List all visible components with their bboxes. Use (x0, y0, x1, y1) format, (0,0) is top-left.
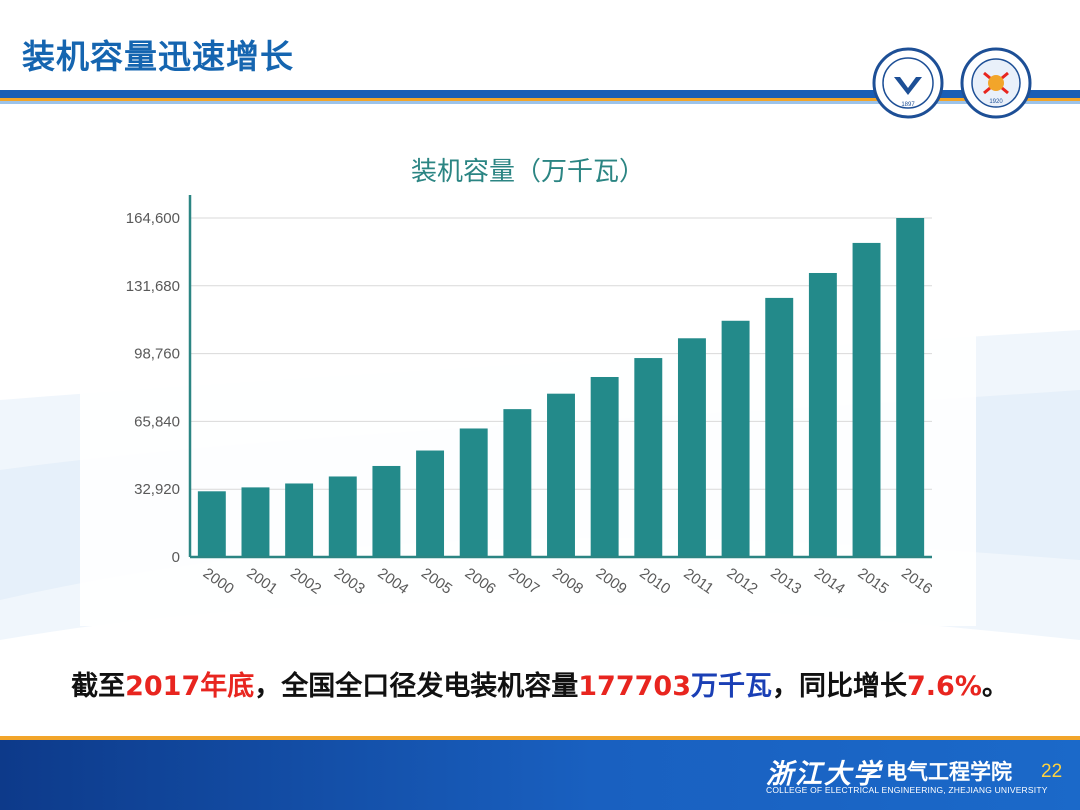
x-tick-label: 2002 (287, 565, 324, 598)
header-rule (0, 90, 1080, 104)
x-tick-label: 2013 (767, 565, 804, 598)
x-tick-label: 2000 (200, 565, 237, 598)
college-logo: 1920 (960, 47, 1032, 119)
bar-2005 (416, 450, 445, 557)
x-tick-label: 2004 (374, 565, 411, 598)
x-tick-label: 2016 (898, 565, 935, 598)
bar-2007 (503, 409, 532, 557)
footer-stripe (0, 736, 1080, 740)
y-tick-label: 164,600 (126, 210, 180, 227)
y-tick-label: 32,920 (134, 481, 180, 498)
bar-2015 (852, 242, 881, 557)
y-axis-ticks: 0 32,920 65,840 98,760 131,680 164,600 (126, 210, 180, 566)
bar-2009 (590, 376, 619, 557)
bar-2010 (634, 358, 663, 557)
footer-english-name: COLLEGE OF ELECTRICAL ENGINEERING, ZHEJI… (766, 785, 1048, 795)
x-tick-label: 2003 (331, 565, 368, 598)
slide-title: 装机容量迅速增长 (22, 37, 294, 76)
capacity-bar-chart: 装机容量（万千瓦） 0 32,920 65,840 98,760 131,680 164,… (126, 157, 936, 598)
bar-2002 (285, 483, 314, 557)
bar-2008 (547, 393, 575, 557)
bar-2000 (197, 491, 226, 557)
page-number: 22 (1041, 761, 1063, 782)
x-tick-label: 2010 (636, 565, 673, 598)
x-axis-ticks: 2000 2001 2002 2003 2004 2005 2006 2007 2008 2009… (200, 565, 935, 598)
summary-part: ，全国全口径发电装机容量 (254, 671, 579, 702)
footer-university-name: 浙江大学 (766, 759, 882, 790)
footer-department: 电气工程学院 (886, 760, 1012, 784)
chart-panel: 装机容量（万千瓦） 0 32,920 65,840 98,760 131,680 164,… (80, 140, 976, 626)
x-tick-label: 2015 (855, 565, 892, 598)
x-tick-label: 2014 (811, 565, 848, 598)
college-logo-year: 1920 (989, 99, 1003, 105)
x-tick-label: 2009 (593, 565, 630, 598)
y-tick-label: 98,760 (134, 346, 180, 363)
x-tick-label: 2007 (505, 565, 542, 598)
bar-2006 (459, 428, 488, 557)
summary-part: 2017年底 (125, 671, 255, 702)
summary-part: 7.6% (907, 671, 982, 702)
summary-part: ，同比增长 (772, 671, 907, 702)
x-tick-label: 2006 (462, 565, 499, 598)
zju-logo: 1897 (872, 47, 944, 119)
x-tick-label: 2011 (680, 565, 716, 597)
y-tick-label: 0 (172, 549, 180, 566)
summary-part: 。 (981, 671, 1009, 702)
summary-part: 177703 (578, 671, 691, 702)
summary-part: 截至 (71, 671, 126, 702)
bar-2003 (328, 476, 357, 557)
bar-2014 (808, 272, 837, 557)
y-tick-label: 131,680 (126, 278, 180, 295)
x-tick-label: 2005 (418, 565, 455, 598)
footer-bar (0, 740, 1080, 810)
bar-2016 (896, 218, 925, 557)
summary-statement: 截至2017年底，全国全口径发电装机容量177703万千瓦，同比增长7.6%。 (0, 664, 1080, 703)
x-tick-label: 2001 (244, 565, 281, 598)
bar-2004 (372, 465, 401, 557)
summary-part: 万千瓦 (691, 671, 772, 702)
bar-2011 (677, 338, 706, 557)
x-tick-label: 2012 (724, 565, 761, 598)
zju-logo-year: 1897 (901, 102, 915, 108)
bar-2012 (721, 320, 750, 557)
x-tick-label: 2008 (549, 565, 586, 598)
chart-title: 装机容量（万千瓦） (411, 157, 645, 187)
bars (197, 218, 925, 557)
y-tick-label: 65,840 (134, 413, 180, 430)
bar-2001 (241, 487, 270, 557)
bar-2013 (765, 297, 794, 557)
